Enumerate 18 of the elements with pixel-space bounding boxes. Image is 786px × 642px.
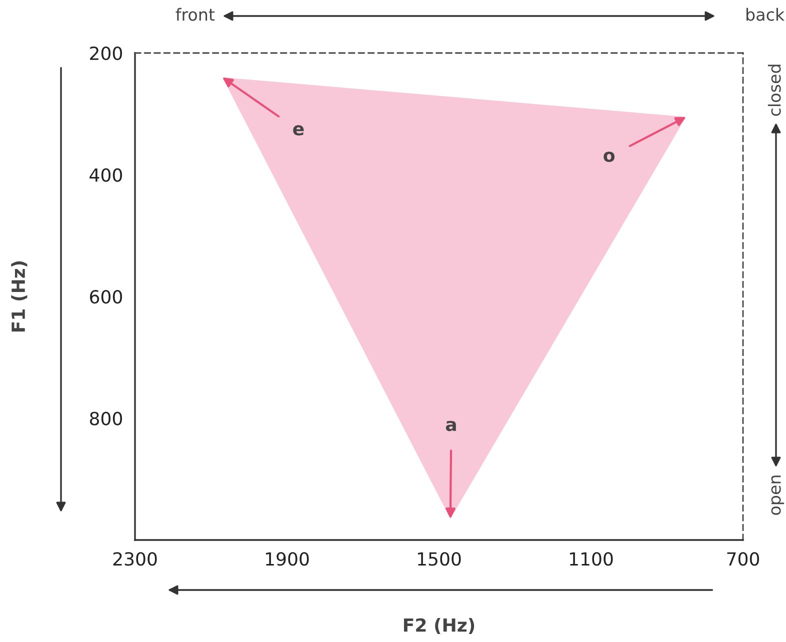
y-tick-label: 400 xyxy=(90,168,122,182)
y-tick-label: 600 xyxy=(90,290,122,304)
x-tick-label: 700 xyxy=(727,552,760,566)
annotation: o xyxy=(604,152,615,162)
text: front xyxy=(176,8,215,21)
x-tick-label: 1500 xyxy=(418,552,461,566)
annotation: a xyxy=(446,420,456,432)
annotation: e xyxy=(293,125,304,136)
y-tick-label: 800 xyxy=(90,412,122,426)
y-axis-title: F1 (Hz) xyxy=(11,261,28,332)
y-tick-label: 200 xyxy=(90,46,122,60)
x-tick-label: 1100 xyxy=(570,552,613,566)
x-tick-label: 1900 xyxy=(266,552,309,566)
text: open xyxy=(771,476,784,515)
x-axis-title: F2 (Hz) xyxy=(404,618,474,634)
x-tick-label: 2300 xyxy=(113,552,157,566)
text: closed xyxy=(768,64,781,116)
text: back xyxy=(746,8,785,21)
